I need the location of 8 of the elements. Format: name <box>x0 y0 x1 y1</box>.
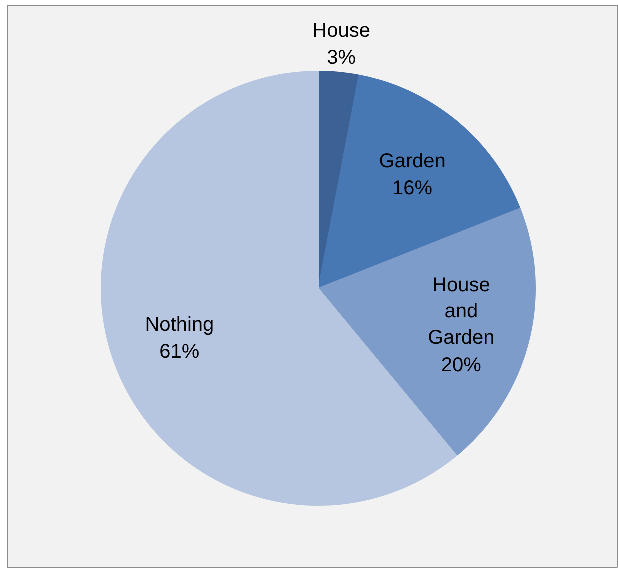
data-label: 16% <box>392 177 433 200</box>
slice-label: House and Garden <box>428 274 495 350</box>
data-label: 3% <box>327 46 356 69</box>
slice-label: Nothing <box>145 314 214 336</box>
slice-label: House <box>312 20 370 42</box>
data-label: 61% <box>160 340 200 363</box>
data-label: 20% <box>441 354 482 377</box>
slice-label: Garden <box>379 150 446 172</box>
